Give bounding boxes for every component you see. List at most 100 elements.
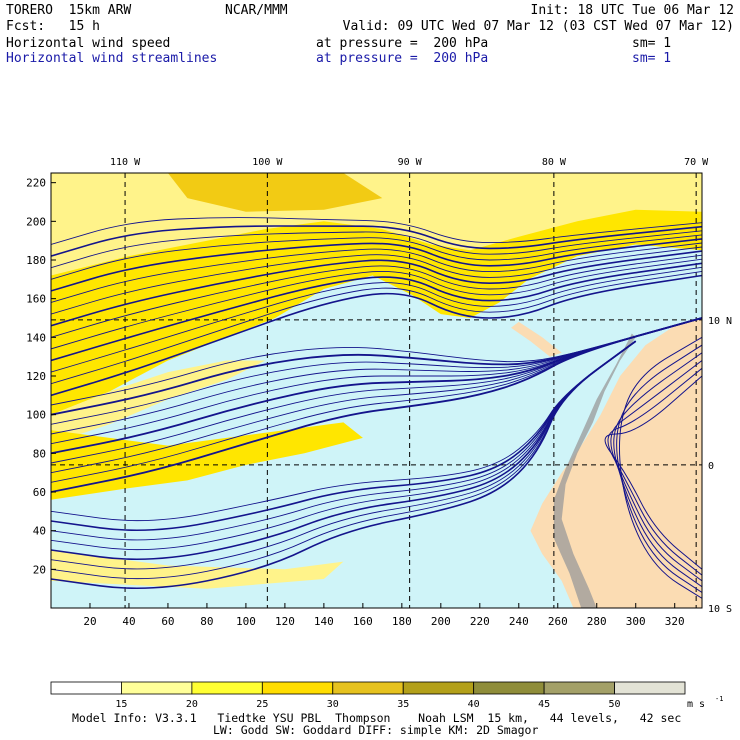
y-tick-label: 80	[33, 447, 46, 460]
x-tick-label: 140	[314, 615, 334, 628]
y-tick-label: 60	[33, 486, 46, 499]
colorbar-swatch	[402, 681, 475, 695]
streamline	[51, 340, 636, 580]
x-tick-label: 180	[392, 615, 412, 628]
band-south	[51, 550, 344, 589]
x-tick-label: 240	[509, 615, 529, 628]
streamline	[51, 340, 636, 541]
wind-chart: 20 40 60 80 100 120 140 160 180 200 220 240 260 280 30…	[26, 157, 732, 710]
longitude-label: 80 W	[542, 157, 567, 168]
model-info: Model Info: V3.3.1 Tiedtke YSU PBL Thomp…	[72, 711, 682, 725]
x-tick-label: 100	[236, 615, 256, 628]
colorbar-label: 25	[256, 699, 268, 710]
streamline	[51, 340, 636, 570]
latitude-label: 10 N	[708, 316, 732, 327]
colorbar-units-exponent: -1	[715, 695, 723, 703]
streamline	[51, 340, 636, 522]
streamline	[51, 340, 637, 590]
model-title: TORERO 15km ARW	[6, 3, 132, 18]
x-tick-label: 320	[665, 615, 685, 628]
streamline	[51, 230, 702, 269]
field1-smoothing: sm= 1	[632, 36, 672, 51]
jet-max-north	[167, 173, 383, 212]
x-tick-label: 80	[200, 615, 213, 628]
x-tick-label: 220	[470, 615, 490, 628]
valid-time: Valid: 09 UTC Wed 07 Mar 12 (03 CST Wed …	[342, 19, 734, 34]
field1-level: at pressure = 200 hPa	[316, 36, 489, 51]
colorbar-label: 35	[397, 699, 409, 710]
longitude-label: 90 W	[398, 157, 423, 168]
streamline	[51, 225, 702, 257]
colorbar-swatch	[473, 681, 545, 695]
x-tick-label: 60	[161, 615, 174, 628]
colorbar-units: m s	[687, 699, 705, 710]
streamline	[51, 242, 702, 303]
y-tick-label: 140	[26, 331, 46, 344]
colorbar-label: 45	[538, 699, 550, 710]
colorbar-swatch	[614, 681, 686, 695]
streamline	[51, 274, 702, 397]
streamline	[51, 317, 702, 416]
streamline	[51, 258, 702, 350]
y-tick-label: 40	[33, 525, 46, 538]
streamline	[51, 340, 637, 532]
streamline	[51, 317, 702, 445]
colorbar-swatch	[121, 681, 193, 695]
streamline	[51, 238, 702, 292]
y-tick-label: 180	[26, 254, 46, 267]
latitude-label: 0	[708, 461, 714, 472]
streamline	[51, 317, 702, 406]
streamline	[51, 317, 702, 455]
x-tick-label: 120	[275, 615, 295, 628]
streamline	[51, 250, 702, 327]
field2-name: Horizontal wind streamlines	[6, 51, 218, 66]
org-label: NCAR/MMM	[225, 3, 288, 18]
streamline	[51, 217, 702, 245]
x-tick-label: 300	[626, 615, 646, 628]
streamline	[51, 262, 702, 362]
jet-band-south	[51, 422, 363, 500]
streamline	[604, 375, 702, 570]
streamline	[51, 340, 637, 561]
latitude-label: 10 S	[708, 604, 732, 615]
field1-name: Horizontal wind speed	[6, 36, 171, 51]
forecast-hour: Fcst: 15 h	[6, 19, 100, 34]
x-tick-label: 20	[83, 615, 96, 628]
streamline	[607, 367, 702, 576]
field2-level: at pressure = 200 hPa	[316, 51, 489, 66]
land-central-america	[511, 321, 562, 357]
x-tick-label: 200	[431, 615, 451, 628]
streamlines	[51, 217, 702, 599]
colorbar-label: 50	[609, 699, 621, 710]
streamline	[51, 317, 702, 425]
x-tick-label: 40	[122, 615, 135, 628]
grid-lines	[51, 173, 702, 608]
streamline	[51, 317, 702, 474]
streamline	[51, 246, 702, 315]
y-tick-label: 20	[33, 563, 46, 576]
streamline	[51, 340, 636, 551]
physics-info: LW: Godd SW: Goddard DIFF: simple KM: 2D…	[213, 723, 539, 737]
x-tick-label: 160	[353, 615, 373, 628]
andes-range	[553, 333, 636, 608]
colorbar-swatch	[332, 681, 404, 695]
colorbar-swatch	[50, 681, 122, 695]
streamline	[51, 317, 702, 493]
axis-ticks: 20 40 60 80 100 120 140 160 180 200 220 240 260 280 30…	[26, 157, 732, 628]
x-tick-label: 280	[587, 615, 607, 628]
wind-speed-field	[51, 173, 702, 608]
streamline	[618, 336, 702, 599]
colorbar-label: 40	[468, 699, 480, 710]
colorbar-label: 20	[186, 699, 198, 710]
streamline	[51, 270, 702, 385]
y-tick-label: 120	[26, 370, 46, 383]
streamline	[51, 317, 702, 483]
streamline	[51, 317, 702, 464]
streamline	[610, 360, 702, 582]
x-tick-label: 260	[548, 615, 568, 628]
colorbar-label: 15	[115, 699, 127, 710]
streamline	[51, 234, 702, 280]
colorbar-swatch	[261, 681, 334, 695]
y-tick-label: 220	[26, 177, 46, 190]
plot-frame	[50, 172, 703, 609]
